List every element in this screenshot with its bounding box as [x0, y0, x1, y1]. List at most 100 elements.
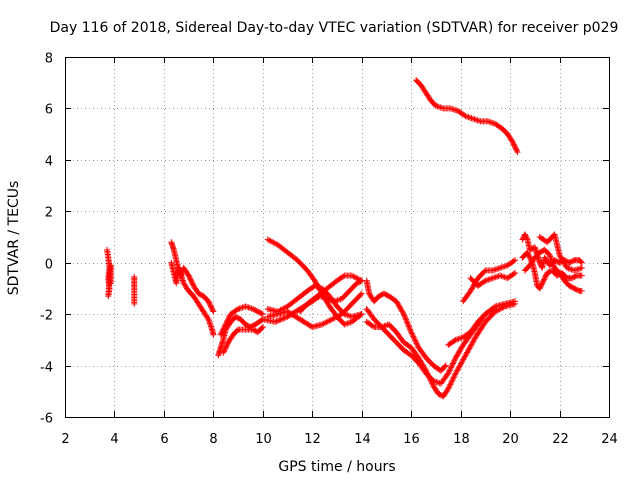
data-point	[407, 327, 414, 334]
data-point	[411, 336, 418, 343]
data-point	[320, 320, 327, 327]
data-point	[207, 303, 214, 310]
data-point	[327, 317, 334, 324]
data-point	[399, 308, 406, 315]
data-point	[131, 300, 138, 307]
data-point	[449, 361, 456, 368]
data-point	[452, 371, 459, 378]
data-point	[403, 316, 410, 323]
data-point	[561, 261, 568, 267]
data-point	[468, 286, 475, 293]
data-point	[447, 380, 454, 387]
data-point	[559, 257, 566, 264]
data-point	[276, 317, 283, 324]
data-point	[222, 322, 229, 329]
data-point	[512, 298, 519, 305]
data-point	[467, 114, 474, 121]
data-point	[508, 137, 515, 144]
data-point	[447, 366, 454, 373]
data-point	[226, 313, 233, 320]
data-point	[578, 288, 585, 294]
data-point	[454, 351, 461, 357]
data-point	[434, 103, 441, 110]
data-point	[357, 276, 364, 283]
data-point	[536, 259, 543, 266]
data-point	[350, 273, 357, 280]
data-point	[324, 318, 331, 325]
data-point	[558, 255, 565, 262]
data-point	[189, 280, 196, 287]
data-point	[560, 258, 567, 265]
data-point	[430, 378, 437, 384]
data-point	[538, 282, 544, 289]
data-point	[482, 277, 489, 284]
data-point	[445, 368, 452, 375]
data-point	[492, 266, 499, 273]
data-point	[462, 113, 469, 120]
data-point	[369, 323, 376, 330]
data-point	[503, 262, 510, 269]
data-point	[412, 337, 419, 344]
data-point	[452, 356, 459, 363]
data-point	[267, 238, 274, 245]
data-point	[273, 318, 280, 325]
data-point	[272, 318, 279, 325]
data-point	[209, 306, 216, 312]
data-point	[218, 330, 225, 337]
y-tick-label: 8	[45, 52, 53, 67]
data-point	[404, 320, 411, 327]
data-point	[222, 345, 229, 352]
data-point	[557, 253, 564, 260]
data-point	[207, 322, 214, 329]
data-point	[510, 141, 517, 148]
data-point	[322, 295, 329, 302]
x-tick-label: 20	[502, 432, 519, 447]
data-point	[563, 264, 570, 271]
data-point	[188, 277, 195, 284]
data-point	[334, 297, 341, 304]
data-point	[219, 329, 226, 336]
data-point	[501, 263, 508, 270]
data-point	[413, 340, 420, 347]
data-point	[491, 274, 498, 281]
x-tick-label: 18	[453, 432, 470, 447]
data-point	[457, 347, 464, 354]
data-point	[489, 119, 496, 126]
data-point	[220, 349, 227, 356]
data-point	[412, 338, 419, 345]
data-point	[565, 265, 572, 272]
data-point	[223, 342, 230, 348]
data-point	[224, 317, 231, 324]
data-point	[398, 307, 405, 314]
data-point	[205, 298, 212, 305]
data-point	[471, 116, 478, 123]
data-point	[224, 340, 231, 347]
data-point	[550, 262, 557, 268]
data-point	[410, 333, 417, 340]
data-point	[450, 359, 457, 366]
data-point	[431, 378, 438, 385]
data-point	[405, 322, 412, 329]
y-tick-label: -4	[40, 361, 53, 376]
y-tick-label: 2	[45, 206, 53, 221]
data-point	[489, 306, 496, 312]
data-point	[264, 236, 271, 243]
data-point	[556, 252, 563, 258]
data-point	[446, 382, 453, 389]
y-tick-label: -6	[40, 412, 53, 427]
data-point	[344, 320, 351, 327]
data-point	[221, 324, 228, 330]
data-point	[280, 315, 287, 322]
data-point	[447, 364, 454, 371]
data-point	[358, 311, 365, 318]
data-point	[351, 274, 358, 281]
data-point	[548, 257, 555, 264]
data-point	[283, 314, 290, 321]
data-point	[578, 272, 585, 279]
data-point	[447, 381, 454, 388]
data-point	[220, 348, 227, 355]
data-point	[270, 239, 277, 246]
data-point	[542, 273, 549, 280]
data-point	[500, 263, 507, 270]
data-point	[323, 319, 330, 326]
